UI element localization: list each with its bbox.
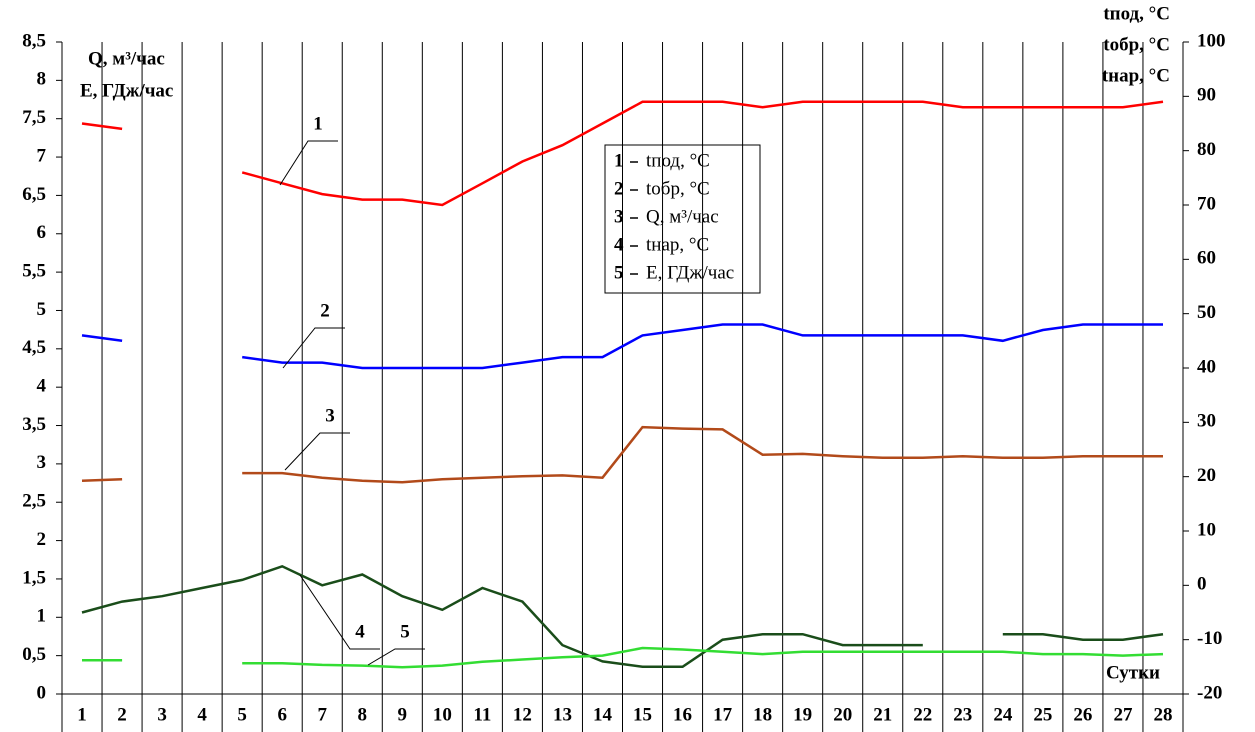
x-tick-label: 21 (873, 704, 892, 725)
y-tick-label: 1 (37, 606, 47, 627)
y-tick-label: 1,5 (22, 567, 46, 588)
left-axis-label: E, ГДж/час (80, 80, 173, 101)
x-tick-label: 25 (1033, 704, 1052, 725)
y-tick-label: 0,5 (22, 644, 46, 665)
y2-tick-label: 50 (1197, 302, 1216, 323)
series-line (81, 564, 1164, 669)
legend-number: 5 (614, 262, 624, 283)
y2-tick-label: 20 (1197, 465, 1216, 486)
x-tick-label: 6 (277, 704, 287, 725)
series-line (81, 100, 1164, 207)
x-tick-label: 23 (953, 704, 972, 725)
series-number: 4 (355, 621, 365, 642)
y-tick-label: 2,5 (22, 491, 46, 512)
y2-tick-label: 40 (1197, 356, 1216, 377)
x-tick-label: 17 (713, 704, 733, 725)
x-tick-label: 14 (593, 704, 613, 725)
y-tick-label: 7,5 (22, 107, 46, 128)
y2-tick-label: 0 (1197, 574, 1207, 595)
x-tick-label: 22 (913, 704, 932, 725)
series-number: 5 (400, 621, 410, 642)
leader (284, 432, 350, 471)
legend-box (604, 144, 761, 294)
y-tick-label: 5 (37, 299, 47, 320)
y-tick-label: 5,5 (22, 260, 46, 281)
x-tick-label: 7 (317, 704, 327, 725)
legend-entry: tобр, °C (646, 178, 710, 199)
y-tick-label: 4,5 (22, 337, 46, 358)
series-number: 2 (320, 300, 330, 321)
y2-tick-label: 100 (1197, 30, 1226, 51)
legend-number: 2 (614, 178, 624, 199)
x-tick-label: 16 (673, 704, 692, 725)
leader (299, 574, 380, 650)
y-tick-label: 7 (37, 145, 47, 166)
y-tick-label: 6 (37, 222, 47, 243)
x-tick-label: 10 (433, 704, 452, 725)
y-tick-label: 3,5 (22, 414, 46, 435)
x-tick-label: 5 (237, 704, 247, 725)
legend-number: 3 (614, 206, 624, 227)
left-axis-label: Q, м³/час (88, 48, 165, 69)
x-tick-label: 19 (793, 704, 812, 725)
legend-entry: tпод, °C (646, 150, 710, 171)
x-tick-label: 2 (117, 704, 127, 725)
leader (279, 140, 338, 186)
y-tick-label: 0 (37, 682, 47, 703)
x-tick-label: 13 (553, 704, 572, 725)
series-line (81, 425, 1163, 484)
leader (367, 648, 425, 666)
y2-tick-label: 60 (1197, 248, 1216, 269)
legend-number: 4 (614, 234, 624, 255)
y2-tick-label: 10 (1197, 519, 1216, 540)
x-tick-label: 11 (473, 704, 491, 725)
x-tick-label: 24 (993, 704, 1013, 725)
legend-entry: Q, м³/час (646, 206, 719, 227)
right-axis-label: tпод, °C (1103, 3, 1170, 24)
legend-entry: tнар, °C (646, 234, 709, 255)
right-axis-label: tобр, °C (1103, 34, 1170, 55)
x-tick-label: 20 (833, 704, 852, 725)
x-tick-label: 12 (513, 704, 532, 725)
x-axis-label: Сутки (1106, 662, 1160, 683)
x-tick-label: 8 (358, 704, 368, 725)
x-tick-label: 15 (633, 704, 652, 725)
y-tick-label: 2 (37, 529, 47, 550)
x-tick-label: 4 (197, 704, 207, 725)
x-tick-label: 18 (753, 704, 772, 725)
y-tick-label: 8,5 (22, 30, 46, 51)
y-tick-label: 3 (37, 452, 47, 473)
y-tick-label: 4 (37, 376, 47, 397)
y2-tick-label: 30 (1197, 411, 1216, 432)
right-axis-label: tнар, °C (1102, 65, 1170, 86)
x-tick-label: 9 (398, 704, 408, 725)
y-tick-label: 6,5 (22, 184, 46, 205)
y2-tick-label: 70 (1197, 193, 1216, 214)
x-tick-label: 28 (1153, 704, 1172, 725)
legend-entry: E, ГДж/час (646, 262, 734, 283)
legend-number: 1 (614, 150, 624, 171)
y2-tick-label: -10 (1197, 628, 1222, 649)
series-line (82, 646, 1164, 669)
x-tick-label: 1 (77, 704, 87, 725)
x-tick-label: 26 (1073, 704, 1092, 725)
y2-tick-label: 90 (1197, 85, 1216, 106)
series-line (81, 323, 1163, 370)
x-tick-label: 3 (157, 704, 167, 725)
series-number: 3 (325, 405, 335, 426)
y2-tick-label: 80 (1197, 139, 1216, 160)
leader (282, 327, 345, 369)
y2-tick-label: -20 (1197, 682, 1222, 703)
y-tick-label: 8 (37, 69, 47, 90)
series-number: 1 (313, 113, 323, 134)
x-tick-label: 27 (1113, 704, 1133, 725)
